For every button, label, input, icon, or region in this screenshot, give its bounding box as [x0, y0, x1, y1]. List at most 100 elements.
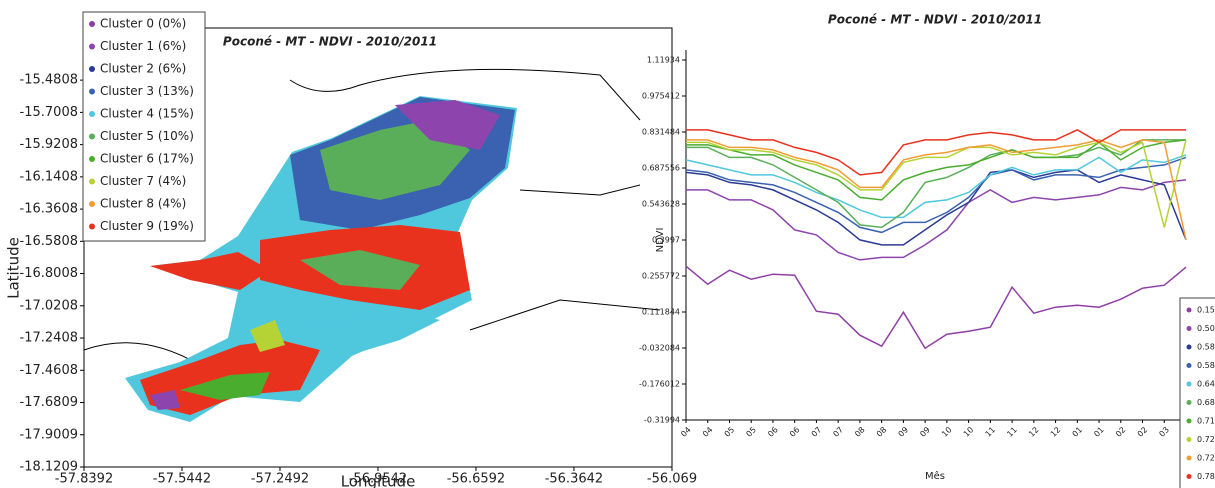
x-tick-label: 08	[853, 425, 867, 439]
x-tick-label: 05	[723, 425, 737, 439]
legend-marker	[1186, 326, 1192, 331]
y-tick-label: 0.543628	[642, 200, 680, 209]
legend-label: 0.781	[1197, 472, 1215, 481]
legend-label: Cluster 7 (4%)	[100, 174, 186, 188]
boundary-line	[83, 68, 661, 396]
x-tick-label: 10	[962, 425, 976, 439]
legend-label: 0.717	[1197, 417, 1215, 426]
legend-marker	[89, 223, 95, 230]
x-tick-label: -57.8392	[55, 472, 113, 487]
map-region	[180, 372, 270, 400]
y-tick-label: -17.6809	[20, 395, 78, 410]
legend-label: 0.156	[1197, 306, 1215, 315]
x-tick-label: 07	[810, 425, 824, 439]
legend-label: Cluster 3 (13%)	[100, 84, 194, 98]
legend-label: Cluster 0 (0%)	[100, 17, 186, 31]
map-region	[300, 315, 440, 355]
legend-label: 0.506	[1197, 324, 1215, 333]
x-axis-label: Longitude	[341, 473, 416, 488]
chart-title: Poconé - MT - NDVI - 2010/2011	[223, 35, 437, 49]
legend-marker	[1186, 307, 1192, 313]
x-tick-label: -57.5442	[153, 472, 211, 487]
y-tick-label: -18.1209	[20, 460, 78, 475]
legend-marker	[1186, 381, 1192, 387]
legend-box	[82, 11, 206, 242]
legend-label: Cluster 9 (19%)	[100, 219, 194, 233]
data-line	[685, 265, 1187, 350]
x-tick-label: 04	[679, 425, 693, 439]
legend-marker	[1186, 344, 1192, 350]
y-tick-label: 0.255772	[642, 272, 680, 281]
x-tick-label: 03	[1157, 425, 1171, 439]
y-tick-label: -16.5808	[20, 234, 78, 249]
y-tick-label: -17.9009	[20, 427, 78, 442]
legend-marker	[1186, 363, 1192, 368]
y-axis-label: Latitude	[5, 237, 23, 299]
legend-marker	[1186, 418, 1192, 424]
legend-label: 0.720	[1197, 435, 1215, 444]
y-tick-label: -15.9208	[20, 137, 78, 152]
x-tick-label: 09	[897, 425, 911, 439]
x-tick-label: 06	[766, 425, 780, 439]
x-tick-label: 01	[1092, 425, 1106, 439]
legend-label: Cluster 4 (15%)	[100, 107, 194, 121]
map-region	[300, 250, 420, 290]
y-axis-label: NDVI	[655, 228, 666, 253]
legend-marker	[89, 66, 95, 72]
x-tick-label: -56.9542	[349, 472, 407, 487]
y-tick-label: -0.31994	[644, 416, 680, 425]
legend-label: Cluster 2 (6%)	[100, 62, 186, 76]
x-tick-label: 01	[1071, 425, 1085, 439]
y-tick-label: 0.687556	[642, 164, 680, 173]
legend-marker	[1186, 474, 1192, 479]
legend-box	[1179, 297, 1215, 488]
y-tick-label: 0.831484	[642, 128, 680, 137]
x-tick-label: 09	[918, 425, 932, 439]
legend-label: 0.680	[1197, 398, 1215, 407]
y-tick-label: -17.4608	[20, 363, 78, 378]
x-tick-label: -57.2492	[251, 472, 309, 487]
legend-marker	[89, 178, 95, 185]
x-tick-label: 07	[831, 425, 845, 439]
legend-label: 0.582	[1197, 343, 1215, 352]
y-tick-label: 0.3997	[652, 236, 680, 245]
legend-label: 0.640	[1197, 380, 1215, 389]
y-tick-label: -17.2408	[20, 331, 78, 346]
x-tick-label: 11	[984, 425, 998, 439]
y-tick-label: -17.0208	[20, 298, 78, 313]
y-tick-label: 0.111844	[642, 308, 680, 317]
data-line	[686, 179, 1187, 261]
legend-marker	[89, 156, 95, 162]
x-tick-label: 10	[940, 425, 954, 439]
data-line	[686, 139, 1187, 228]
y-tick-label: -16.1408	[20, 169, 78, 184]
x-tick-label: 02	[1114, 425, 1128, 439]
map-region	[395, 100, 500, 150]
legend-marker	[1186, 437, 1192, 442]
x-tick-label: 05	[744, 425, 758, 439]
chart-title: Poconé - MT - NDVI - 2010/2011	[828, 13, 1042, 27]
x-axis-label: Mês	[925, 470, 945, 482]
map-raster	[83, 68, 661, 422]
y-tick-label: -16.8008	[20, 266, 78, 281]
x-tick-label: 04	[701, 425, 715, 439]
x-tick-label: 08	[875, 425, 889, 439]
data-line	[685, 154, 1187, 219]
y-tick-label: -15.7008	[20, 105, 78, 120]
legend-label: 0.722	[1197, 454, 1215, 463]
data-line	[686, 139, 1186, 229]
x-tick-label: 06	[788, 425, 802, 439]
legend-label: Cluster 5 (10%)	[100, 129, 194, 143]
map-region	[250, 320, 285, 352]
x-tick-label: 12	[1027, 425, 1041, 439]
data-line	[686, 129, 1186, 176]
map-region	[150, 390, 180, 410]
legend-marker	[89, 201, 95, 207]
y-tick-label: -0.032084	[639, 344, 680, 353]
y-tick-label: -0.176012	[639, 380, 680, 389]
y-tick-label: -15.4808	[20, 73, 78, 88]
y-tick-label: 0.975412	[642, 92, 680, 101]
x-tick-label: -56.3642	[545, 472, 603, 487]
